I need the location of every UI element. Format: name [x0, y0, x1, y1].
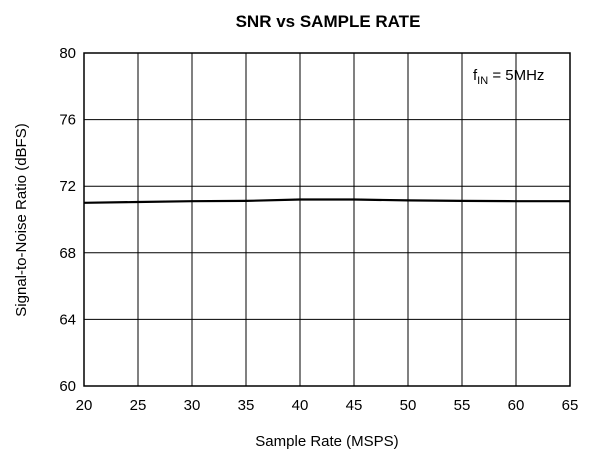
annotation-f: f — [473, 67, 478, 84]
x-tick-label: 40 — [292, 397, 309, 414]
y-axis-label: Signal-to-Noise Ratio (dBFS) — [13, 123, 30, 316]
y-tick-label: 68 — [59, 245, 76, 262]
x-tick-label: 35 — [238, 397, 255, 414]
y-tick-label: 76 — [59, 112, 76, 129]
grid — [84, 53, 570, 386]
y-tick-label: 80 — [59, 45, 76, 62]
y-tick-label: 72 — [59, 178, 76, 195]
x-tick-label: 60 — [508, 397, 525, 414]
annotation-fin: fIN = 5MHz — [473, 67, 544, 87]
x-tick-label: 45 — [346, 397, 363, 414]
series-line — [83, 198, 570, 204]
y-tick-labels: 60 64 68 72 76 80 — [59, 45, 76, 395]
x-tick-label: 20 — [76, 397, 93, 414]
x-axis-label: Sample Rate (MSPS) — [255, 433, 398, 450]
x-tick-label: 25 — [130, 397, 147, 414]
x-tick-label: 65 — [562, 397, 579, 414]
plot-frame — [83, 52, 571, 387]
x-tick-labels: 20 25 30 35 40 45 50 55 60 65 — [76, 397, 579, 414]
annotation-subscript: IN — [477, 75, 488, 87]
x-tick-label: 30 — [184, 397, 201, 414]
chart-title: SNR vs SAMPLE RATE — [236, 12, 421, 31]
y-tick-label: 60 — [59, 378, 76, 395]
y-tick-label: 64 — [59, 311, 76, 328]
series-layer — [83, 198, 570, 204]
annotation-value: = 5MHz — [488, 67, 544, 84]
x-tick-label: 50 — [400, 397, 417, 414]
x-tick-label: 55 — [454, 397, 471, 414]
